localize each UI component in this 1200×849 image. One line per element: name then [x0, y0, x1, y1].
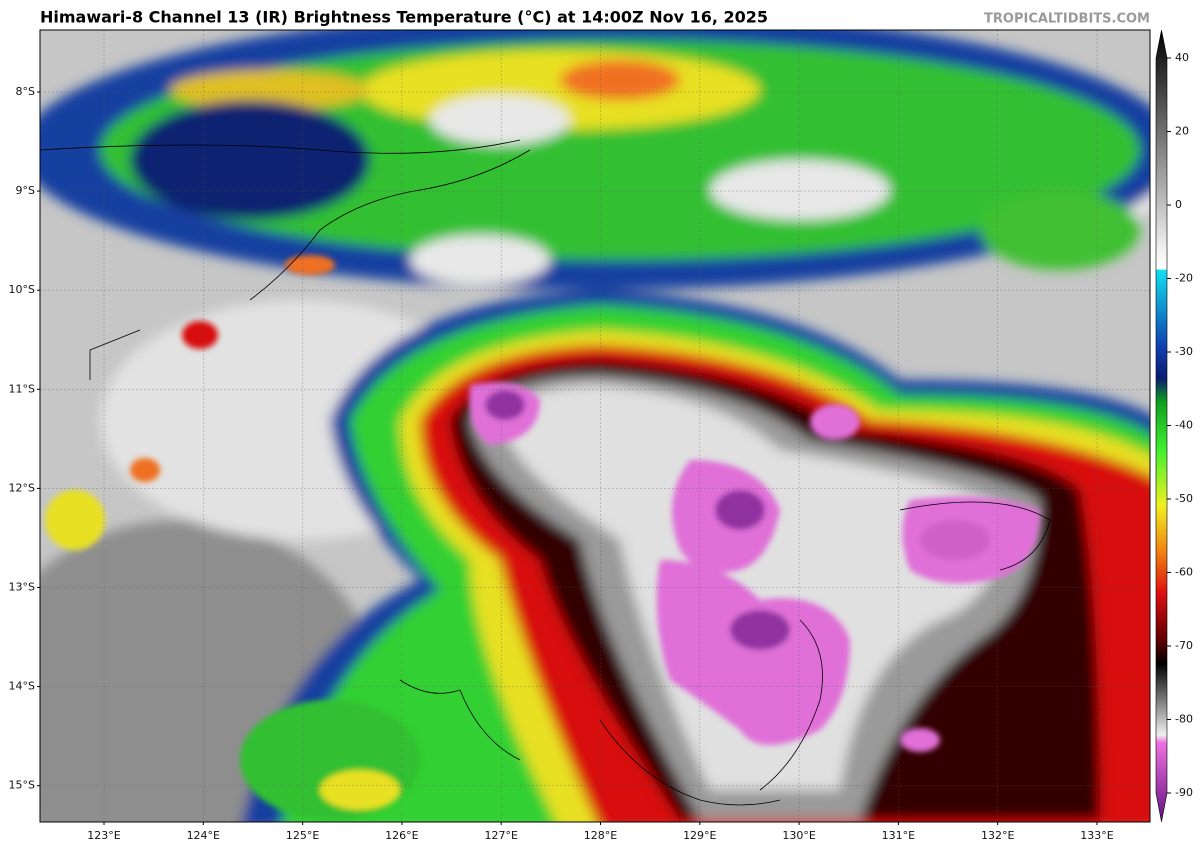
lat-label: 13°S	[9, 581, 35, 594]
colorbar-tick-label: -90	[1175, 786, 1193, 799]
lon-label: 127°E	[484, 829, 517, 842]
map-frame	[39, 29, 1151, 823]
lat-label: 15°S	[9, 779, 35, 792]
colorbar-tick-label: -60	[1175, 566, 1193, 579]
lon-label: 123°E	[87, 829, 120, 842]
title: Himawari-8 Channel 13 (IR) Brightness Te…	[40, 8, 768, 27]
lon-label: 125°E	[286, 829, 319, 842]
lat-label: 14°S	[9, 680, 35, 693]
colorbar-tick-label: 20	[1175, 125, 1189, 138]
lon-label: 131°E	[882, 829, 915, 842]
lon-label: 133°E	[1080, 829, 1113, 842]
lat-label: 11°S	[9, 382, 35, 395]
colorbar-tick-label: -80	[1175, 713, 1193, 726]
lat-label: 8°S	[16, 85, 35, 98]
colorbar-tick-label: -40	[1175, 419, 1193, 432]
colorbar-tick-label: -30	[1175, 345, 1193, 358]
lat-label: 12°S	[9, 481, 35, 494]
lon-label: 130°E	[782, 829, 815, 842]
watermark: TROPICALTIDBITS.COM	[984, 12, 1150, 27]
colorbar	[1155, 29, 1168, 823]
colorbar-tick-label: -50	[1175, 492, 1193, 505]
colorbar-tick-label: 40	[1175, 51, 1189, 64]
lat-label: 9°S	[16, 184, 35, 197]
satellite-image	[40, 30, 1150, 822]
colorbar-tick-label: -70	[1175, 639, 1193, 652]
lon-label: 124°E	[187, 829, 220, 842]
lon-label: 128°E	[584, 829, 617, 842]
colorbar-tick-label: 0	[1175, 198, 1182, 211]
lon-label: 129°E	[683, 829, 716, 842]
lon-label: 132°E	[981, 829, 1014, 842]
lat-label: 10°S	[9, 283, 35, 296]
colorbar-tick-label: -20	[1175, 272, 1193, 285]
lon-label: 126°E	[385, 829, 418, 842]
